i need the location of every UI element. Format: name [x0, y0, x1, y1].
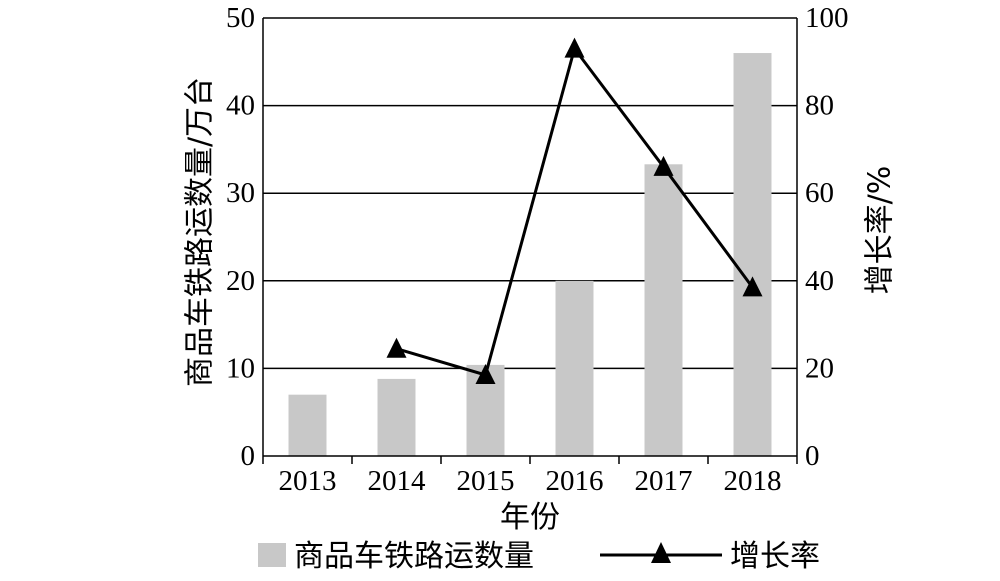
- legend-line-label: 增长率: [730, 539, 820, 574]
- gridlines: [263, 17, 797, 370]
- x-tick-label: 2017: [635, 465, 693, 497]
- line-point: [475, 363, 496, 384]
- bar: [377, 378, 416, 456]
- legend-bar-swatch: [258, 543, 286, 567]
- x-tick-label: 2014: [368, 465, 427, 497]
- y2-tick-label: 60: [805, 177, 834, 209]
- y2-tick-label: 40: [805, 265, 834, 297]
- bar: [555, 280, 594, 456]
- line-point: [653, 155, 674, 176]
- y2-tick-label: 100: [805, 2, 849, 34]
- bar: [733, 53, 772, 456]
- x-tick-label: 2018: [724, 465, 782, 497]
- bar: [288, 394, 327, 456]
- y-tick-label: 40: [226, 90, 255, 122]
- x-tick-label: 2016: [546, 465, 604, 497]
- legend-triangle-marker: [651, 542, 671, 563]
- y2-axis-title: 增长率/%: [863, 166, 898, 295]
- y2-tick-label: 80: [805, 90, 834, 122]
- y-tick-label: 0: [241, 440, 256, 472]
- bar-series: [288, 53, 772, 457]
- legend-bar-label: 商品车铁路运数量: [294, 539, 534, 574]
- line-series: [386, 37, 763, 384]
- y-tick-label: 50: [226, 2, 255, 34]
- y2-tick-label: 20: [805, 352, 834, 384]
- x-axis-ticks: 2013 2014 2015 2016 2017 2018: [279, 465, 782, 497]
- y2-tick-label: 0: [805, 440, 820, 472]
- x-axis-title: 年份: [500, 500, 560, 535]
- plot-frame: [262, 18, 798, 464]
- x-tick-label: 2013: [279, 465, 337, 497]
- x-tick-label: 2015: [457, 465, 515, 497]
- left-axis-ticks: 0 10 20 30 40 50: [226, 2, 255, 472]
- line-point: [386, 337, 407, 358]
- y-tick-label: 20: [226, 265, 255, 297]
- line-point: [742, 276, 763, 297]
- y-axis-title: 商品车铁路运数量/万台: [183, 77, 218, 387]
- right-axis-ticks: 0 20 40 60 80 100: [805, 2, 849, 472]
- y-tick-label: 30: [226, 177, 255, 209]
- legend: 商品车铁路运数量 增长率: [258, 539, 820, 574]
- bar: [644, 164, 683, 457]
- line-point: [564, 37, 585, 58]
- y-tick-label: 10: [226, 352, 255, 384]
